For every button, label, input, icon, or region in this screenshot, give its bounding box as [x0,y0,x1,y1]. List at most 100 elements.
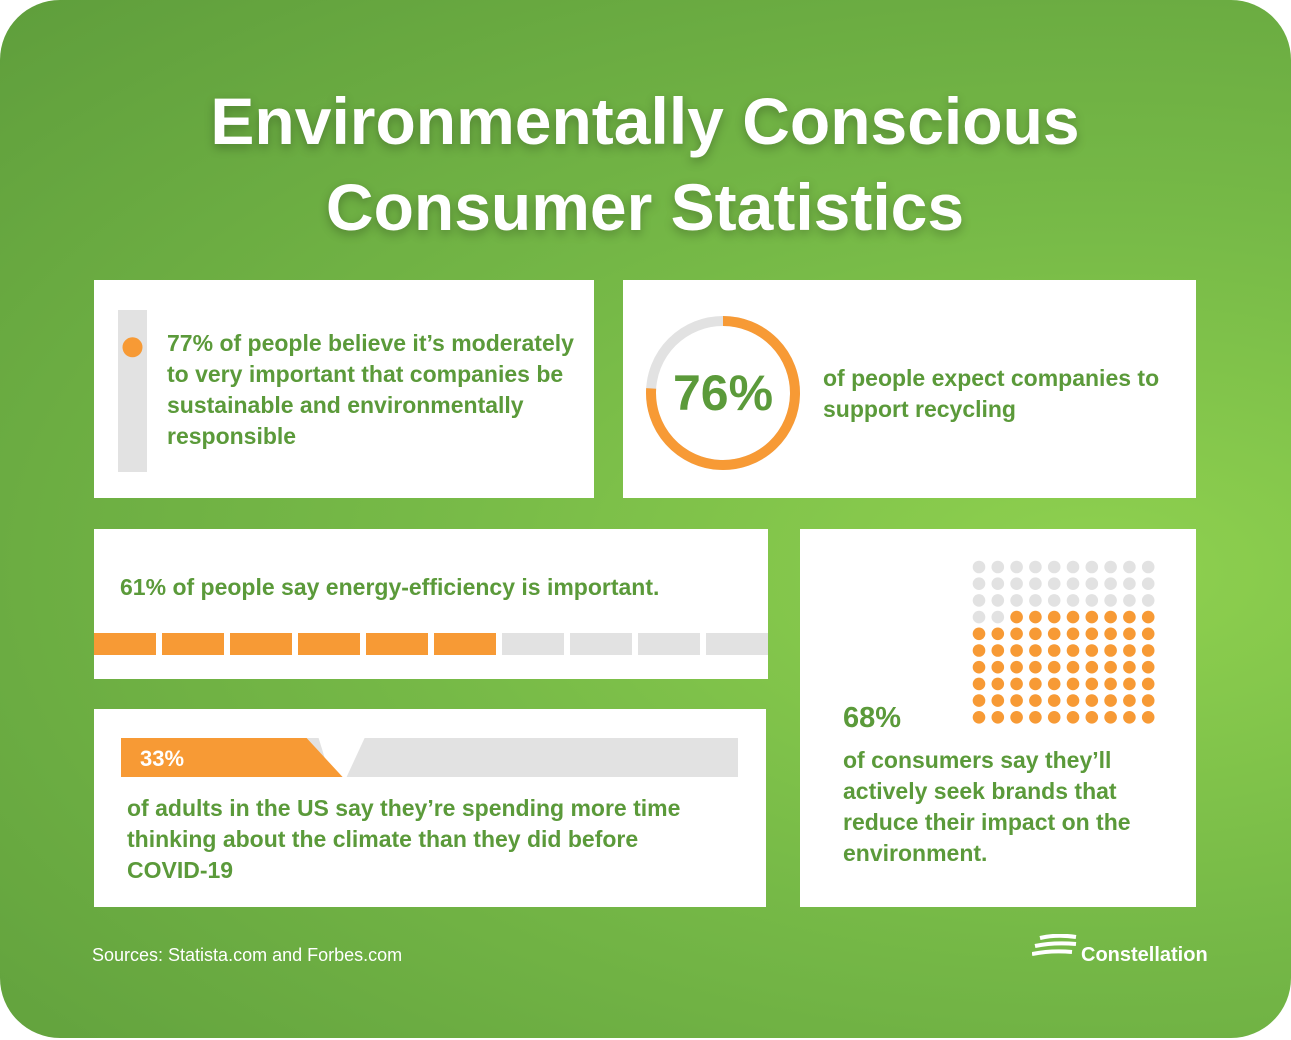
dot [1141,594,1155,607]
dot [1104,627,1117,641]
dot [1123,610,1136,624]
segment [230,633,292,655]
dot [972,577,986,590]
dot [1047,627,1061,641]
dot [1104,594,1117,607]
dot [1123,644,1136,657]
segment [570,633,632,655]
dot [1104,711,1117,724]
stat-desc: of people say energy-efficiency is impor… [172,574,660,600]
ring-arc [646,316,800,470]
dot [1123,560,1136,574]
dot [1029,577,1042,590]
dot [1085,560,1099,574]
slider-track [118,310,147,472]
dot [1141,627,1155,641]
dot [1104,660,1117,674]
dot [972,660,986,674]
bar [121,738,343,777]
slider-dot [122,337,143,358]
dot [991,660,1005,674]
dot [1123,677,1136,691]
dot [1010,711,1023,724]
segment [94,633,156,655]
dot [1029,627,1042,641]
dot [1085,660,1099,674]
dot [1141,560,1155,574]
dot [972,594,986,607]
dot [1141,644,1155,657]
dot [991,560,1005,574]
dot [1029,610,1042,624]
dot [1104,694,1117,707]
dot [1123,694,1136,707]
dot [1141,660,1155,674]
ring-label: 76% [673,365,773,421]
dot [1085,577,1099,590]
dot [1104,644,1117,657]
dot [1123,627,1136,641]
title: Environmentally Conscious Consumer Stati… [210,84,1080,244]
dot [1123,577,1136,590]
dot [1047,577,1061,590]
dot [1104,677,1117,691]
dot [1085,694,1099,707]
dot [1066,711,1080,724]
dot [1066,677,1080,691]
dot [1010,694,1023,707]
dot [1066,694,1080,707]
dot [1066,577,1080,590]
stat-desc: of people expect companies to support re… [823,365,1160,422]
dot [1010,610,1023,624]
segment [298,633,360,655]
dot [1104,610,1117,624]
dot [991,627,1005,641]
dot [991,594,1005,607]
dot [1029,644,1042,657]
dot [1029,560,1042,574]
dot [991,610,1005,624]
stat-desc: of people believe it’s moderately to ver… [167,330,574,449]
stat-text: 61% of people say energy-efficiency is i… [120,572,760,603]
stat-label: 77% [167,330,214,356]
dot [1029,660,1042,674]
segment [162,633,224,655]
dot [972,610,986,624]
dot [972,627,986,641]
segment [638,633,700,655]
segment [366,633,428,655]
stat-text: 77% of people believe it’s moderately to… [167,328,582,452]
segment [502,633,564,655]
dot [1010,644,1023,657]
dot [1066,560,1080,574]
logo [1032,934,1077,956]
dot [991,694,1005,707]
brand: Constellation [1081,944,1208,966]
dot [1047,644,1061,657]
dot [1123,711,1136,724]
dot [1010,660,1023,674]
segment [706,633,768,655]
dot [1141,577,1155,590]
dot [1104,560,1117,574]
segment [434,633,496,655]
stat-desc: of adults in the US say they’re spending… [127,795,681,883]
dot [1066,644,1080,657]
stat-label: 68% [843,702,902,734]
dot [1066,627,1080,641]
dot [1141,677,1155,691]
dot [972,694,986,707]
dot [991,644,1005,657]
dot [1085,627,1099,641]
dot [991,677,1005,691]
dot [1141,711,1155,724]
bar-label: 33% [140,746,184,771]
dot [1010,594,1023,607]
stat-label: 61% [120,574,167,600]
dot [972,677,986,691]
dot [1010,677,1023,691]
dot [972,644,986,657]
dot [1010,577,1023,590]
dot [1085,711,1099,724]
dot [1047,660,1061,674]
